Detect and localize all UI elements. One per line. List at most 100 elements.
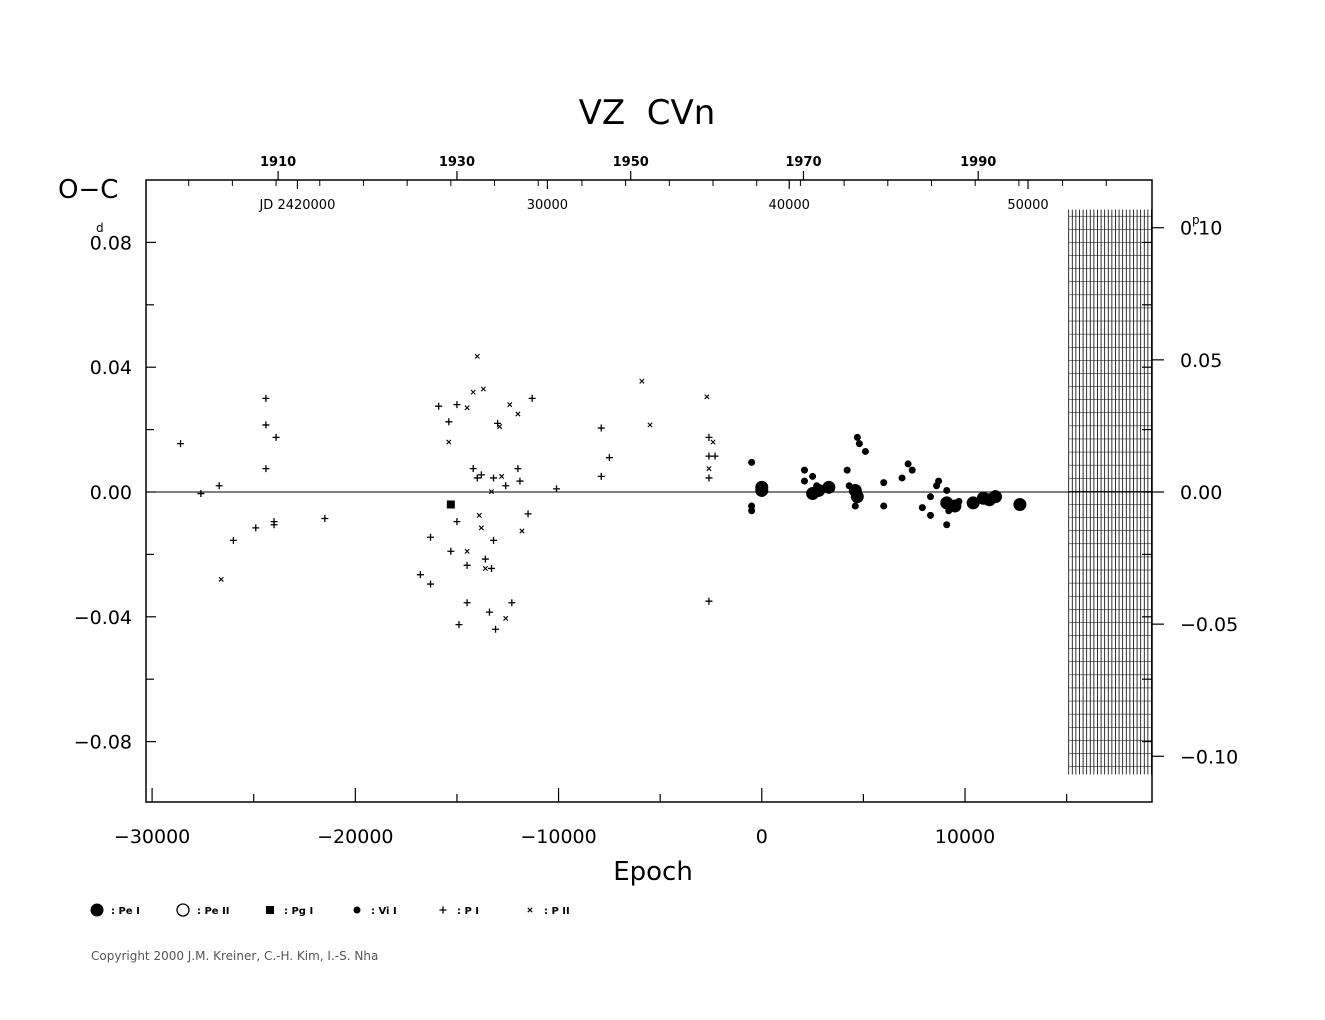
data-point-p1 <box>485 608 493 616</box>
jd-labels: JD 2420000 30000 40000 50000 <box>258 180 1049 213</box>
data-point-p1 <box>463 561 471 569</box>
data-point-p1 <box>477 471 485 479</box>
legend-label: : Pe II <box>197 906 230 917</box>
data-point-p2 <box>710 439 716 445</box>
jd-label: 40000 <box>769 198 810 213</box>
chart-title: VZ CVn <box>579 93 716 133</box>
data-point-p2 <box>497 423 503 430</box>
data-point-p1 <box>453 401 461 409</box>
data-point-p1 <box>597 424 605 432</box>
data-point-p1 <box>711 452 719 460</box>
data-point-p2 <box>464 405 470 411</box>
data-point-pe1 <box>850 490 864 504</box>
y-right-tick-label: 0.10 <box>1180 218 1222 240</box>
legend-marker-p1 <box>439 906 447 914</box>
data-point-p1 <box>502 482 510 490</box>
data-point-vi1 <box>935 477 943 485</box>
data-point-p1 <box>487 564 495 572</box>
data-point-p2 <box>478 525 484 531</box>
x-tick-label: −20000 <box>317 826 393 848</box>
data-point-p1 <box>215 482 223 490</box>
legend-label: : P I <box>457 906 479 917</box>
data-point-pe1 <box>948 499 962 513</box>
y-axis-label: O−C <box>58 175 118 205</box>
data-point-p1 <box>516 477 524 485</box>
data-point-pe1 <box>755 483 769 497</box>
copyright-text: Copyright 2000 J.M. Kreiner, C.-H. Kim, … <box>91 949 379 963</box>
y-right-tick-label: −0.05 <box>1180 614 1238 636</box>
data-point-p1 <box>494 419 502 427</box>
jd-label: 50000 <box>1007 198 1048 213</box>
data-point-p1 <box>262 465 270 473</box>
data-point-p2 <box>476 512 482 518</box>
data-point-p1 <box>514 465 522 473</box>
data-point-p2 <box>499 473 505 479</box>
data-point-p1 <box>272 433 280 441</box>
y-axis-left-ticks: 0.08 0.04 0.00 −0.04 −0.08 <box>74 232 156 754</box>
data-point-p1 <box>481 555 489 563</box>
data-point-pg1 <box>446 500 455 509</box>
year-tick-label: 1990 <box>960 155 996 170</box>
legend-marker-pe1 <box>90 903 104 917</box>
year-tick-label: 1910 <box>260 155 296 170</box>
y-right-tick-label: 0.05 <box>1180 350 1222 372</box>
data-point-p1 <box>435 402 443 410</box>
year-axis-ticks: 1910 1930 1950 1970 1990 <box>188 155 1107 186</box>
y-right-unit: p <box>1192 213 1200 227</box>
data-point-p2 <box>519 528 525 534</box>
data-point-p1 <box>197 490 205 498</box>
x-axis-ticks: −30000 −20000 −10000 0 10000 <box>114 788 1068 848</box>
data-point-vi1 <box>809 472 817 480</box>
data-point-vi1 <box>943 521 951 529</box>
data-point-vi1 <box>898 474 906 482</box>
legend-marker-pg1 <box>266 906 274 914</box>
data-point-p1 <box>473 474 481 482</box>
legend-label: : Vi I <box>371 906 397 917</box>
data-point-vi1 <box>926 511 934 519</box>
data-point-p1 <box>447 547 455 555</box>
data-point-p1 <box>321 515 329 523</box>
data-point-vi1 <box>943 486 951 494</box>
y-axis-right-ticks: 0.10 0.05 0.00 −0.05 −0.10 <box>1142 218 1238 768</box>
data-point-vi1 <box>880 502 888 510</box>
data-point-vi1 <box>851 502 859 510</box>
legend-marker-p2 <box>527 907 533 913</box>
data-point-p2 <box>482 565 488 572</box>
jd-label: 30000 <box>527 198 568 213</box>
data-point-pe1 <box>1013 497 1027 511</box>
data-point-p1 <box>445 418 453 426</box>
legend-marker-pe2 <box>176 903 190 917</box>
y-left-tick-label: 0.00 <box>90 482 132 504</box>
year-tick-label: 1950 <box>613 155 649 170</box>
x-tick-label: 0 <box>756 826 768 848</box>
data-point-vi1 <box>748 507 756 515</box>
data-point-p1 <box>492 625 500 633</box>
data-point-p1 <box>597 472 605 480</box>
data-point-p1 <box>416 571 424 579</box>
data-point-p2 <box>647 422 653 428</box>
y-left-tick-label: −0.08 <box>74 732 132 754</box>
data-point-p2 <box>474 353 480 359</box>
data-point-vi1 <box>843 466 851 474</box>
data-point-pe1 <box>812 483 826 497</box>
y-left-tick-label: 0.08 <box>90 232 132 254</box>
data-point-p2 <box>507 402 513 408</box>
data-point-p1 <box>177 440 185 448</box>
data-point-p2 <box>218 576 224 582</box>
x-tick-label: 10000 <box>935 826 995 848</box>
data-point-p1 <box>528 394 536 402</box>
data-point-vi1 <box>855 440 863 448</box>
legend-label: : Pg I <box>284 906 313 917</box>
data-point-p1 <box>252 524 260 532</box>
year-tick-label: 1930 <box>439 155 475 170</box>
x-axis-label: Epoch <box>613 857 693 887</box>
data-point-p2 <box>446 439 452 445</box>
data-point-vi1 <box>748 458 756 466</box>
data-point-p1 <box>262 394 270 402</box>
data-point-p1 <box>508 599 516 607</box>
data-point-p1 <box>705 597 713 605</box>
data-point-p2 <box>706 466 712 472</box>
data-point-p1 <box>270 521 278 529</box>
data-point-vi1 <box>904 460 912 468</box>
